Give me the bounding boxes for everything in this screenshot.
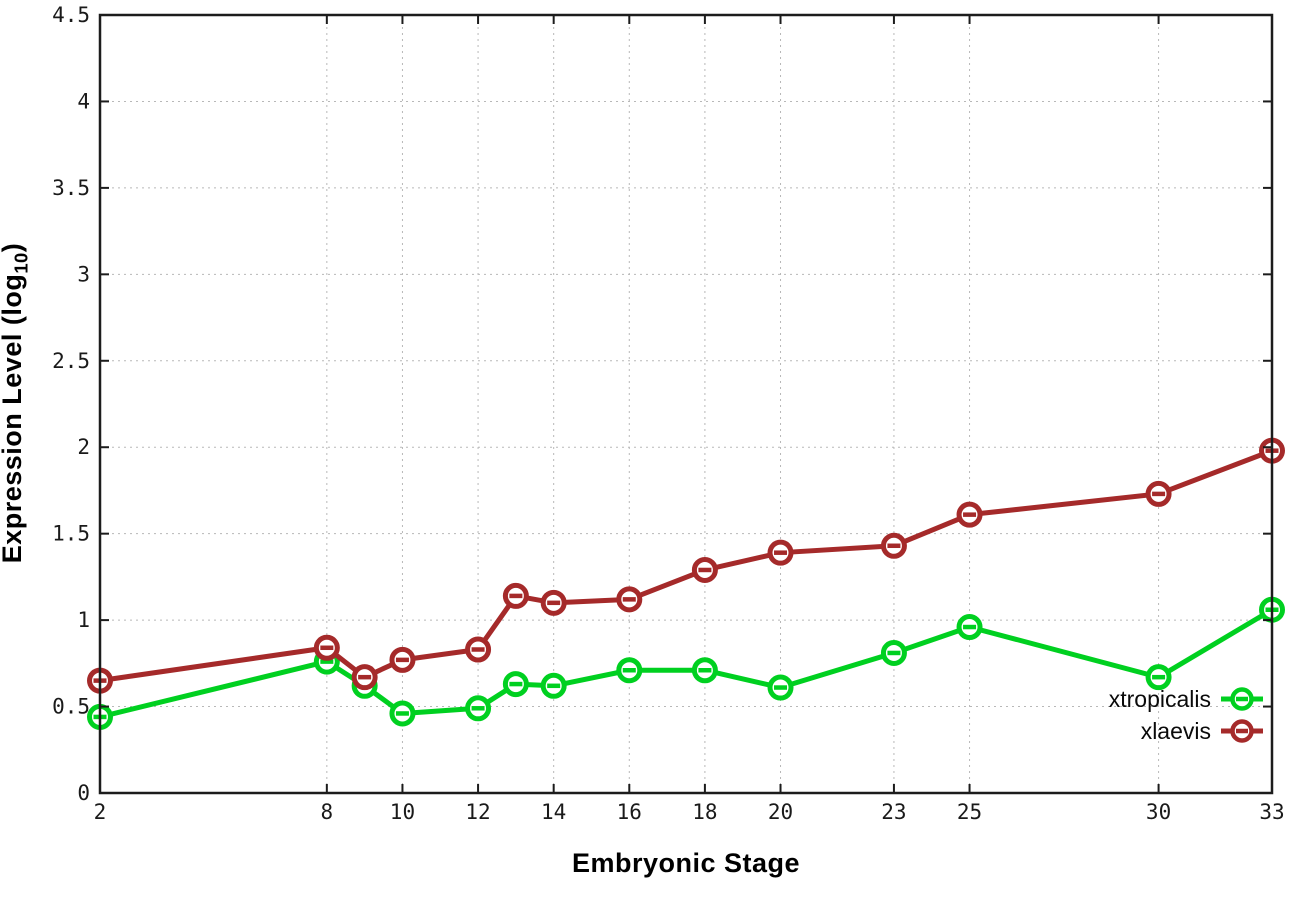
y-tick-label: 2.5 bbox=[52, 349, 90, 373]
plot-border bbox=[98, 13, 1274, 795]
legend: xtropicalis xlaevis bbox=[1109, 684, 1264, 746]
y-tick-label: 3 bbox=[77, 262, 90, 286]
x-axis-title: Embryonic Stage bbox=[571, 848, 801, 878]
y-tick-label: 4 bbox=[77, 89, 90, 113]
y-tick-label: 2 bbox=[77, 435, 90, 459]
y-axis-title-suffix: ) bbox=[0, 242, 27, 253]
x-tick-label: 30 bbox=[1146, 800, 1171, 824]
y-tick-label: 3.5 bbox=[52, 176, 90, 200]
y-tick-label: 4.5 bbox=[52, 3, 90, 27]
legend-label-xtropicalis: xtropicalis bbox=[1108, 685, 1211, 712]
y-axis-title: Expression Level (log10) bbox=[0, 103, 32, 703]
legend-label-xlaevis: xlaevis bbox=[1140, 717, 1211, 744]
x-tick-label: 2 bbox=[94, 800, 107, 824]
x-tick-label: 23 bbox=[881, 800, 906, 824]
y-tick-label: 0.5 bbox=[52, 695, 90, 719]
x-tick-label: 14 bbox=[541, 800, 566, 824]
x-tick-label: 18 bbox=[692, 800, 717, 824]
x-tick-label: 25 bbox=[957, 800, 982, 824]
x-tick-label: 20 bbox=[768, 800, 793, 824]
x-tick-label: 12 bbox=[465, 800, 490, 824]
y-axis-title-subscript: 10 bbox=[10, 252, 32, 274]
legend-marker-xtropicalis-icon bbox=[1221, 687, 1263, 711]
y-tick-label: 0 bbox=[77, 781, 90, 805]
y-tick-label: 1 bbox=[77, 608, 90, 632]
legend-item-xtropicalis: xtropicalis bbox=[1109, 684, 1264, 714]
series-line-xtropicalis bbox=[99, 607, 1274, 720]
x-tick-label: 16 bbox=[617, 800, 642, 824]
x-tick-label: 10 bbox=[390, 800, 415, 824]
x-tick-label: 33 bbox=[1259, 800, 1284, 824]
legend-item-xlaevis: xlaevis bbox=[1109, 716, 1264, 746]
y-tick-label: 1.5 bbox=[52, 522, 90, 546]
series-line-xlaevis bbox=[99, 448, 1273, 684]
legend-marker-xlaevis-icon bbox=[1221, 719, 1263, 743]
x-tick-label: 8 bbox=[321, 800, 334, 824]
y-axis-title-text: Expression Level (log bbox=[0, 273, 27, 564]
